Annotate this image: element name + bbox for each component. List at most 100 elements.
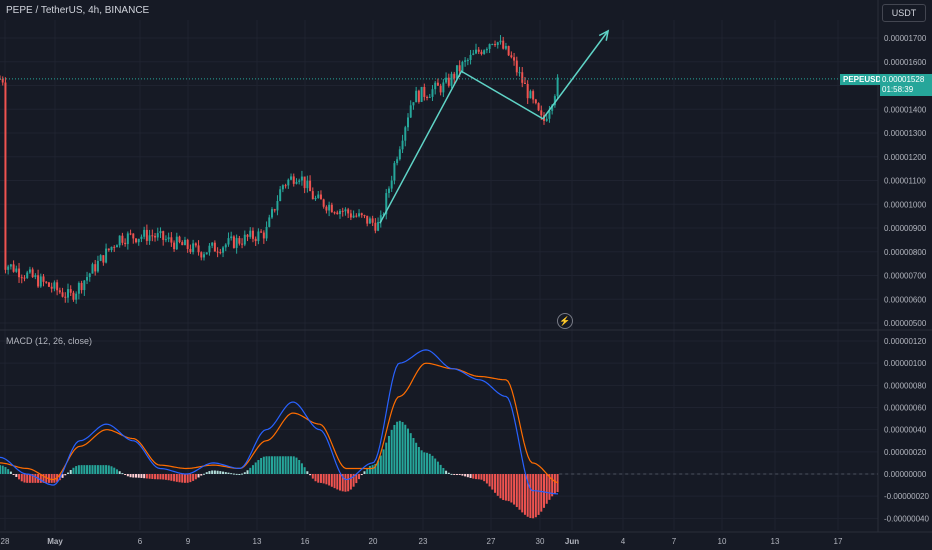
candle-body xyxy=(39,276,42,287)
time-tick-label: 16 xyxy=(301,537,310,546)
candle-body xyxy=(311,191,314,200)
histogram-bar xyxy=(371,465,374,474)
candle xyxy=(401,134,404,154)
signal-line xyxy=(0,362,559,484)
candle xyxy=(99,254,102,262)
histogram-bar xyxy=(110,466,113,474)
last-price-tag: PEPEUSDT 0.00001528 01:58:39 xyxy=(840,74,932,96)
candle xyxy=(360,212,363,218)
price-tick-label: 0.00000800 xyxy=(884,248,927,257)
candle xyxy=(113,245,116,252)
candle-body xyxy=(556,77,559,97)
trend-drawing[interactable] xyxy=(379,29,610,224)
price-tick-label: 0.00001600 xyxy=(884,58,927,67)
candle-body xyxy=(37,275,40,287)
histogram-bar xyxy=(235,473,238,475)
candle xyxy=(290,173,293,181)
histogram-bar xyxy=(164,474,167,480)
candle-body xyxy=(322,199,325,207)
histogram-bar xyxy=(464,474,467,477)
candle xyxy=(523,77,526,85)
candle xyxy=(355,213,358,218)
macd-indicator-title[interactable]: MACD (12, 26, close) xyxy=(6,336,93,346)
histogram-bar xyxy=(279,456,282,474)
candle xyxy=(322,198,325,209)
currency-button[interactable]: USDT xyxy=(882,4,926,22)
time-tick-label: 17 xyxy=(834,537,843,546)
candle-body xyxy=(499,40,502,43)
candle-body xyxy=(276,201,279,211)
candle-body xyxy=(265,226,268,239)
candle-body xyxy=(58,290,61,293)
candle xyxy=(404,125,407,147)
time-axis[interactable]: 28 May 6 9 13 16 20 23 27 30 Jun 4 7 10 13 17 xyxy=(1,537,843,546)
candle-body xyxy=(56,282,59,291)
candle-body xyxy=(124,242,127,245)
candle-body xyxy=(203,254,205,258)
candle-body xyxy=(412,102,415,106)
histogram-bar xyxy=(205,472,208,474)
candle xyxy=(445,72,448,84)
macd-tick-label: 0.00000000 xyxy=(884,470,927,479)
histogram-bar xyxy=(341,474,344,492)
histogram-bar xyxy=(162,474,165,480)
candle-body xyxy=(352,215,355,218)
candle-body xyxy=(404,127,407,141)
price-tag-value-box: 0.00001528 01:58:39 xyxy=(880,74,932,96)
histogram-bar xyxy=(426,452,429,474)
candle xyxy=(325,205,328,214)
histogram-bar xyxy=(211,470,214,474)
time-tick-label: 13 xyxy=(253,537,262,546)
candle-body xyxy=(235,238,238,248)
histogram-bar xyxy=(213,470,216,474)
candle-body xyxy=(553,96,556,106)
histogram-bar xyxy=(75,466,78,474)
candle xyxy=(483,49,486,55)
histogram-bar xyxy=(135,474,137,478)
candle-body xyxy=(94,264,97,272)
histogram-bar xyxy=(137,474,140,478)
candle-body xyxy=(494,44,497,46)
histogram-bar xyxy=(0,465,1,474)
candle xyxy=(417,89,420,104)
histogram-bar xyxy=(83,465,86,474)
candle-body xyxy=(292,176,295,184)
histogram-bar xyxy=(7,469,10,474)
histogram-bar xyxy=(393,424,396,474)
candle xyxy=(61,287,64,298)
candle xyxy=(56,279,59,296)
candle-body xyxy=(548,110,551,119)
lightning-icon[interactable]: ⚡ xyxy=(557,313,573,329)
candle xyxy=(518,66,521,77)
candle xyxy=(159,227,162,239)
candle xyxy=(96,255,99,273)
candle-body xyxy=(86,277,89,281)
histogram-bar xyxy=(458,474,461,475)
candle-body xyxy=(211,242,214,246)
candle-body xyxy=(96,260,99,272)
price-tick-label: 0.00000700 xyxy=(884,272,927,281)
histogram-bar xyxy=(423,452,426,474)
candle xyxy=(37,269,40,288)
histogram-bar xyxy=(347,474,350,492)
candle xyxy=(77,281,80,300)
candle xyxy=(464,57,467,67)
histogram-bar xyxy=(358,474,361,480)
histogram-bar xyxy=(434,458,437,474)
histogram-bar xyxy=(222,471,225,474)
candle xyxy=(211,242,214,249)
candle xyxy=(504,42,507,51)
candle-body xyxy=(192,243,195,253)
histogram-bar xyxy=(366,468,369,474)
candle xyxy=(145,224,148,245)
macd-axis[interactable]: 0.00000120 0.00000100 0.00000080 0.00000060… xyxy=(884,337,929,523)
candle xyxy=(86,271,89,285)
histogram-bar xyxy=(363,471,366,474)
candle-body xyxy=(295,181,298,184)
candle xyxy=(88,272,91,282)
price-tick-label: 0.00001000 xyxy=(884,200,927,209)
candle xyxy=(137,238,140,246)
histogram-bar xyxy=(105,465,108,474)
histogram-bar xyxy=(129,474,132,478)
